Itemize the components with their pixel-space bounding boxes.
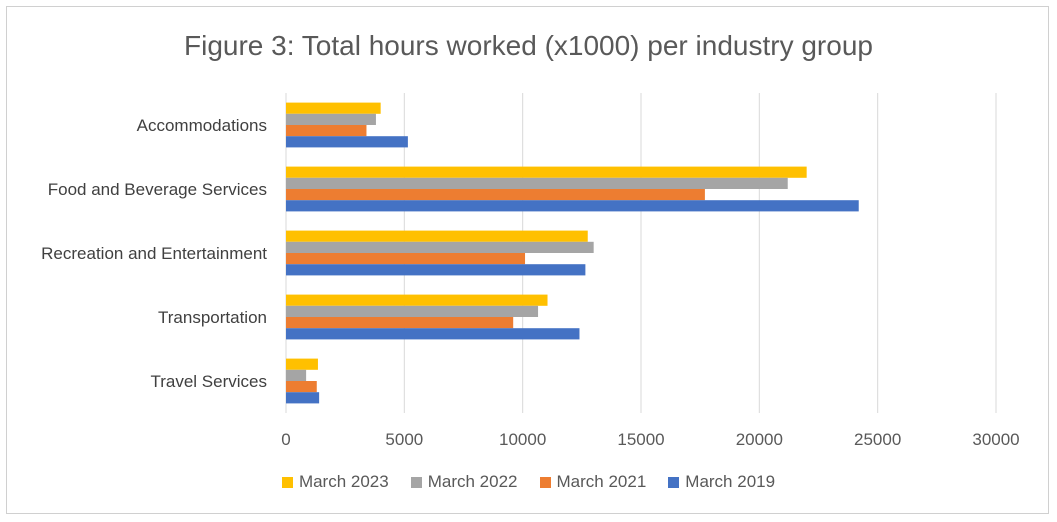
bar-march-2022 bbox=[286, 177, 788, 189]
category-label: Transportation bbox=[158, 308, 267, 327]
x-tick-label: 30000 bbox=[972, 430, 1019, 449]
legend-label: March 2019 bbox=[685, 472, 776, 491]
bar-march-2019 bbox=[286, 200, 859, 212]
bar-march-2021 bbox=[286, 253, 526, 265]
bar-march-2022 bbox=[286, 113, 376, 125]
bar-march-2019 bbox=[286, 264, 586, 276]
bar-march-2021 bbox=[286, 189, 705, 201]
legend-swatch bbox=[668, 476, 680, 488]
x-tick-label: 15000 bbox=[617, 430, 664, 449]
bar-march-2019 bbox=[286, 328, 580, 340]
bar-march-2021 bbox=[286, 125, 367, 137]
bar-march-2023 bbox=[286, 294, 548, 306]
legend-swatch bbox=[539, 476, 551, 488]
bar-march-2021 bbox=[286, 317, 514, 329]
bar-march-2023 bbox=[286, 230, 588, 242]
category-label: Travel Services bbox=[150, 372, 267, 391]
legend-item: March 2023 bbox=[281, 472, 389, 492]
legend-item: March 2022 bbox=[410, 472, 518, 492]
legend-swatch bbox=[281, 476, 293, 488]
category-label: Food and Beverage Services bbox=[48, 180, 267, 199]
x-tick-label: 5000 bbox=[385, 430, 423, 449]
bar-march-2019 bbox=[286, 392, 320, 404]
legend-swatch bbox=[410, 476, 422, 488]
bar-march-2023 bbox=[286, 358, 318, 370]
bar-march-2019 bbox=[286, 136, 408, 148]
bar-march-2022 bbox=[286, 369, 307, 381]
bar-march-2022 bbox=[286, 305, 539, 317]
x-tick-label: 10000 bbox=[499, 430, 546, 449]
category-label: Recreation and Entertainment bbox=[41, 244, 267, 263]
x-tick-label: 0 bbox=[281, 430, 290, 449]
bar-march-2023 bbox=[286, 166, 807, 178]
bar-march-2021 bbox=[286, 381, 317, 393]
chart-frame bbox=[6, 6, 1049, 514]
bar-march-2022 bbox=[286, 241, 594, 253]
category-label: Accommodations bbox=[137, 116, 267, 135]
legend-label: March 2021 bbox=[556, 472, 647, 491]
x-tick-label: 20000 bbox=[736, 430, 783, 449]
legend-item: March 2021 bbox=[539, 472, 647, 492]
legend-label: March 2023 bbox=[298, 472, 389, 491]
legend: March 2023 March 2022 March 2021 March 2019 bbox=[0, 472, 1057, 492]
bar-march-2023 bbox=[286, 102, 381, 114]
legend-label: March 2022 bbox=[427, 472, 518, 491]
legend-item: March 2019 bbox=[668, 472, 775, 492]
chart-title: Figure 3: Total hours worked (x1000) per… bbox=[184, 30, 873, 61]
x-tick-label: 25000 bbox=[854, 430, 901, 449]
